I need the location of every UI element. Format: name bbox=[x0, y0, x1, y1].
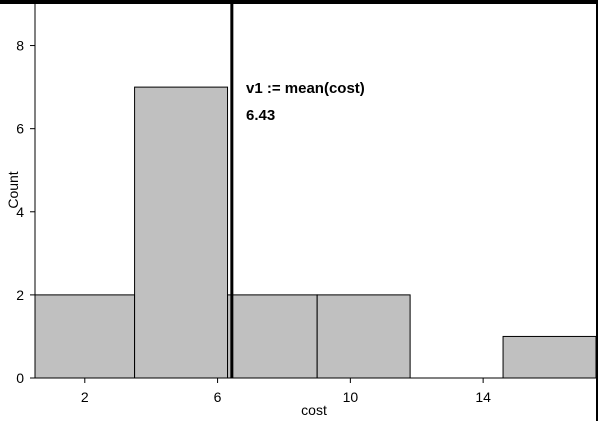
ticks-layer: 2 6 10 14 0 2 4 6 8 bbox=[16, 38, 491, 405]
histogram-bar-4 bbox=[316, 294, 411, 379]
y-tick-label-6: 6 bbox=[16, 121, 24, 137]
x-tick-label-2: 2 bbox=[81, 389, 89, 405]
y-tick-label-2: 2 bbox=[16, 287, 24, 303]
histogram-bar-3 bbox=[227, 294, 318, 379]
y-tick-label-4: 4 bbox=[16, 204, 24, 220]
histogram-bar-1 bbox=[34, 294, 136, 379]
histogram-bar-5 bbox=[502, 335, 597, 379]
mean-value-label: 6.43 bbox=[246, 107, 275, 124]
y-axis-title: Count bbox=[5, 171, 21, 208]
histogram-bar-2 bbox=[134, 86, 229, 379]
bars-layer bbox=[34, 86, 597, 379]
mean-formula-label: v1 := mean(cost) bbox=[246, 80, 365, 97]
x-axis-title: cost bbox=[301, 402, 327, 418]
y-tick-label-8: 8 bbox=[16, 38, 24, 54]
y-tick-label-0: 0 bbox=[16, 370, 24, 386]
x-tick-label-14: 14 bbox=[475, 389, 491, 405]
x-tick-label-10: 10 bbox=[343, 389, 359, 405]
x-tick-label-6: 6 bbox=[214, 389, 222, 405]
